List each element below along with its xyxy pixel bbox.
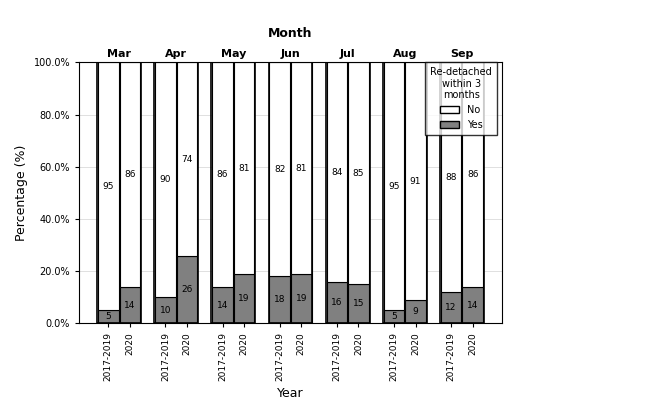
Bar: [213, 287, 233, 323]
Bar: [384, 310, 404, 323]
Bar: [291, 62, 311, 274]
Text: 86: 86: [124, 170, 136, 179]
Bar: [440, 62, 484, 323]
Title: Month: Month: [268, 27, 313, 40]
Text: Jun: Jun: [280, 49, 300, 59]
Bar: [98, 62, 119, 310]
Text: 95: 95: [388, 182, 400, 191]
Text: 19: 19: [238, 294, 250, 303]
Bar: [154, 62, 198, 323]
Text: 18: 18: [274, 295, 286, 305]
Text: Apr: Apr: [165, 49, 187, 59]
Text: 86: 86: [217, 170, 228, 179]
Text: 15: 15: [353, 299, 364, 308]
Legend: No, Yes: No, Yes: [426, 62, 497, 135]
Bar: [326, 62, 370, 323]
Bar: [327, 282, 347, 323]
Text: Aug: Aug: [393, 49, 417, 59]
Text: 9: 9: [413, 307, 419, 316]
Bar: [155, 62, 176, 297]
Text: 19: 19: [295, 294, 307, 303]
Bar: [234, 274, 255, 323]
Bar: [177, 62, 197, 256]
Bar: [177, 256, 197, 323]
Text: 14: 14: [467, 300, 479, 310]
Bar: [269, 62, 290, 276]
Text: Jul: Jul: [340, 49, 355, 59]
Bar: [234, 62, 255, 274]
Bar: [291, 274, 311, 323]
Text: 95: 95: [103, 182, 114, 191]
Text: 14: 14: [217, 300, 228, 310]
Text: 5: 5: [391, 312, 397, 321]
Bar: [463, 287, 483, 323]
X-axis label: Year: Year: [277, 387, 304, 400]
Text: 91: 91: [410, 177, 421, 186]
Text: 85: 85: [353, 169, 364, 178]
Bar: [441, 62, 461, 292]
Text: 86: 86: [467, 170, 479, 179]
Text: 90: 90: [160, 176, 171, 184]
Text: 10: 10: [160, 306, 171, 315]
Bar: [463, 62, 483, 287]
Bar: [211, 62, 255, 323]
Text: Sep: Sep: [450, 49, 474, 59]
Text: 5: 5: [105, 312, 111, 321]
Bar: [405, 300, 426, 323]
Y-axis label: Percentage (%): Percentage (%): [15, 145, 28, 241]
Text: 84: 84: [331, 168, 342, 176]
Bar: [97, 62, 141, 323]
Bar: [327, 62, 347, 282]
Bar: [384, 62, 404, 310]
Text: 81: 81: [295, 164, 307, 173]
Bar: [405, 62, 426, 300]
Bar: [120, 62, 140, 287]
Bar: [383, 62, 427, 323]
Text: 82: 82: [274, 165, 286, 174]
Bar: [155, 297, 176, 323]
Text: 26: 26: [182, 285, 193, 294]
Text: 12: 12: [446, 303, 457, 312]
Bar: [441, 292, 461, 323]
Bar: [213, 62, 233, 287]
Text: 16: 16: [331, 298, 342, 307]
Bar: [348, 62, 369, 284]
Bar: [269, 276, 290, 323]
Bar: [269, 62, 313, 323]
Text: 74: 74: [182, 154, 193, 164]
Text: Mar: Mar: [107, 49, 131, 59]
Bar: [98, 310, 119, 323]
Text: 14: 14: [124, 300, 136, 310]
Bar: [120, 287, 140, 323]
Bar: [348, 284, 369, 323]
Text: 81: 81: [238, 164, 250, 173]
Text: May: May: [221, 49, 246, 59]
Text: 88: 88: [445, 173, 457, 182]
